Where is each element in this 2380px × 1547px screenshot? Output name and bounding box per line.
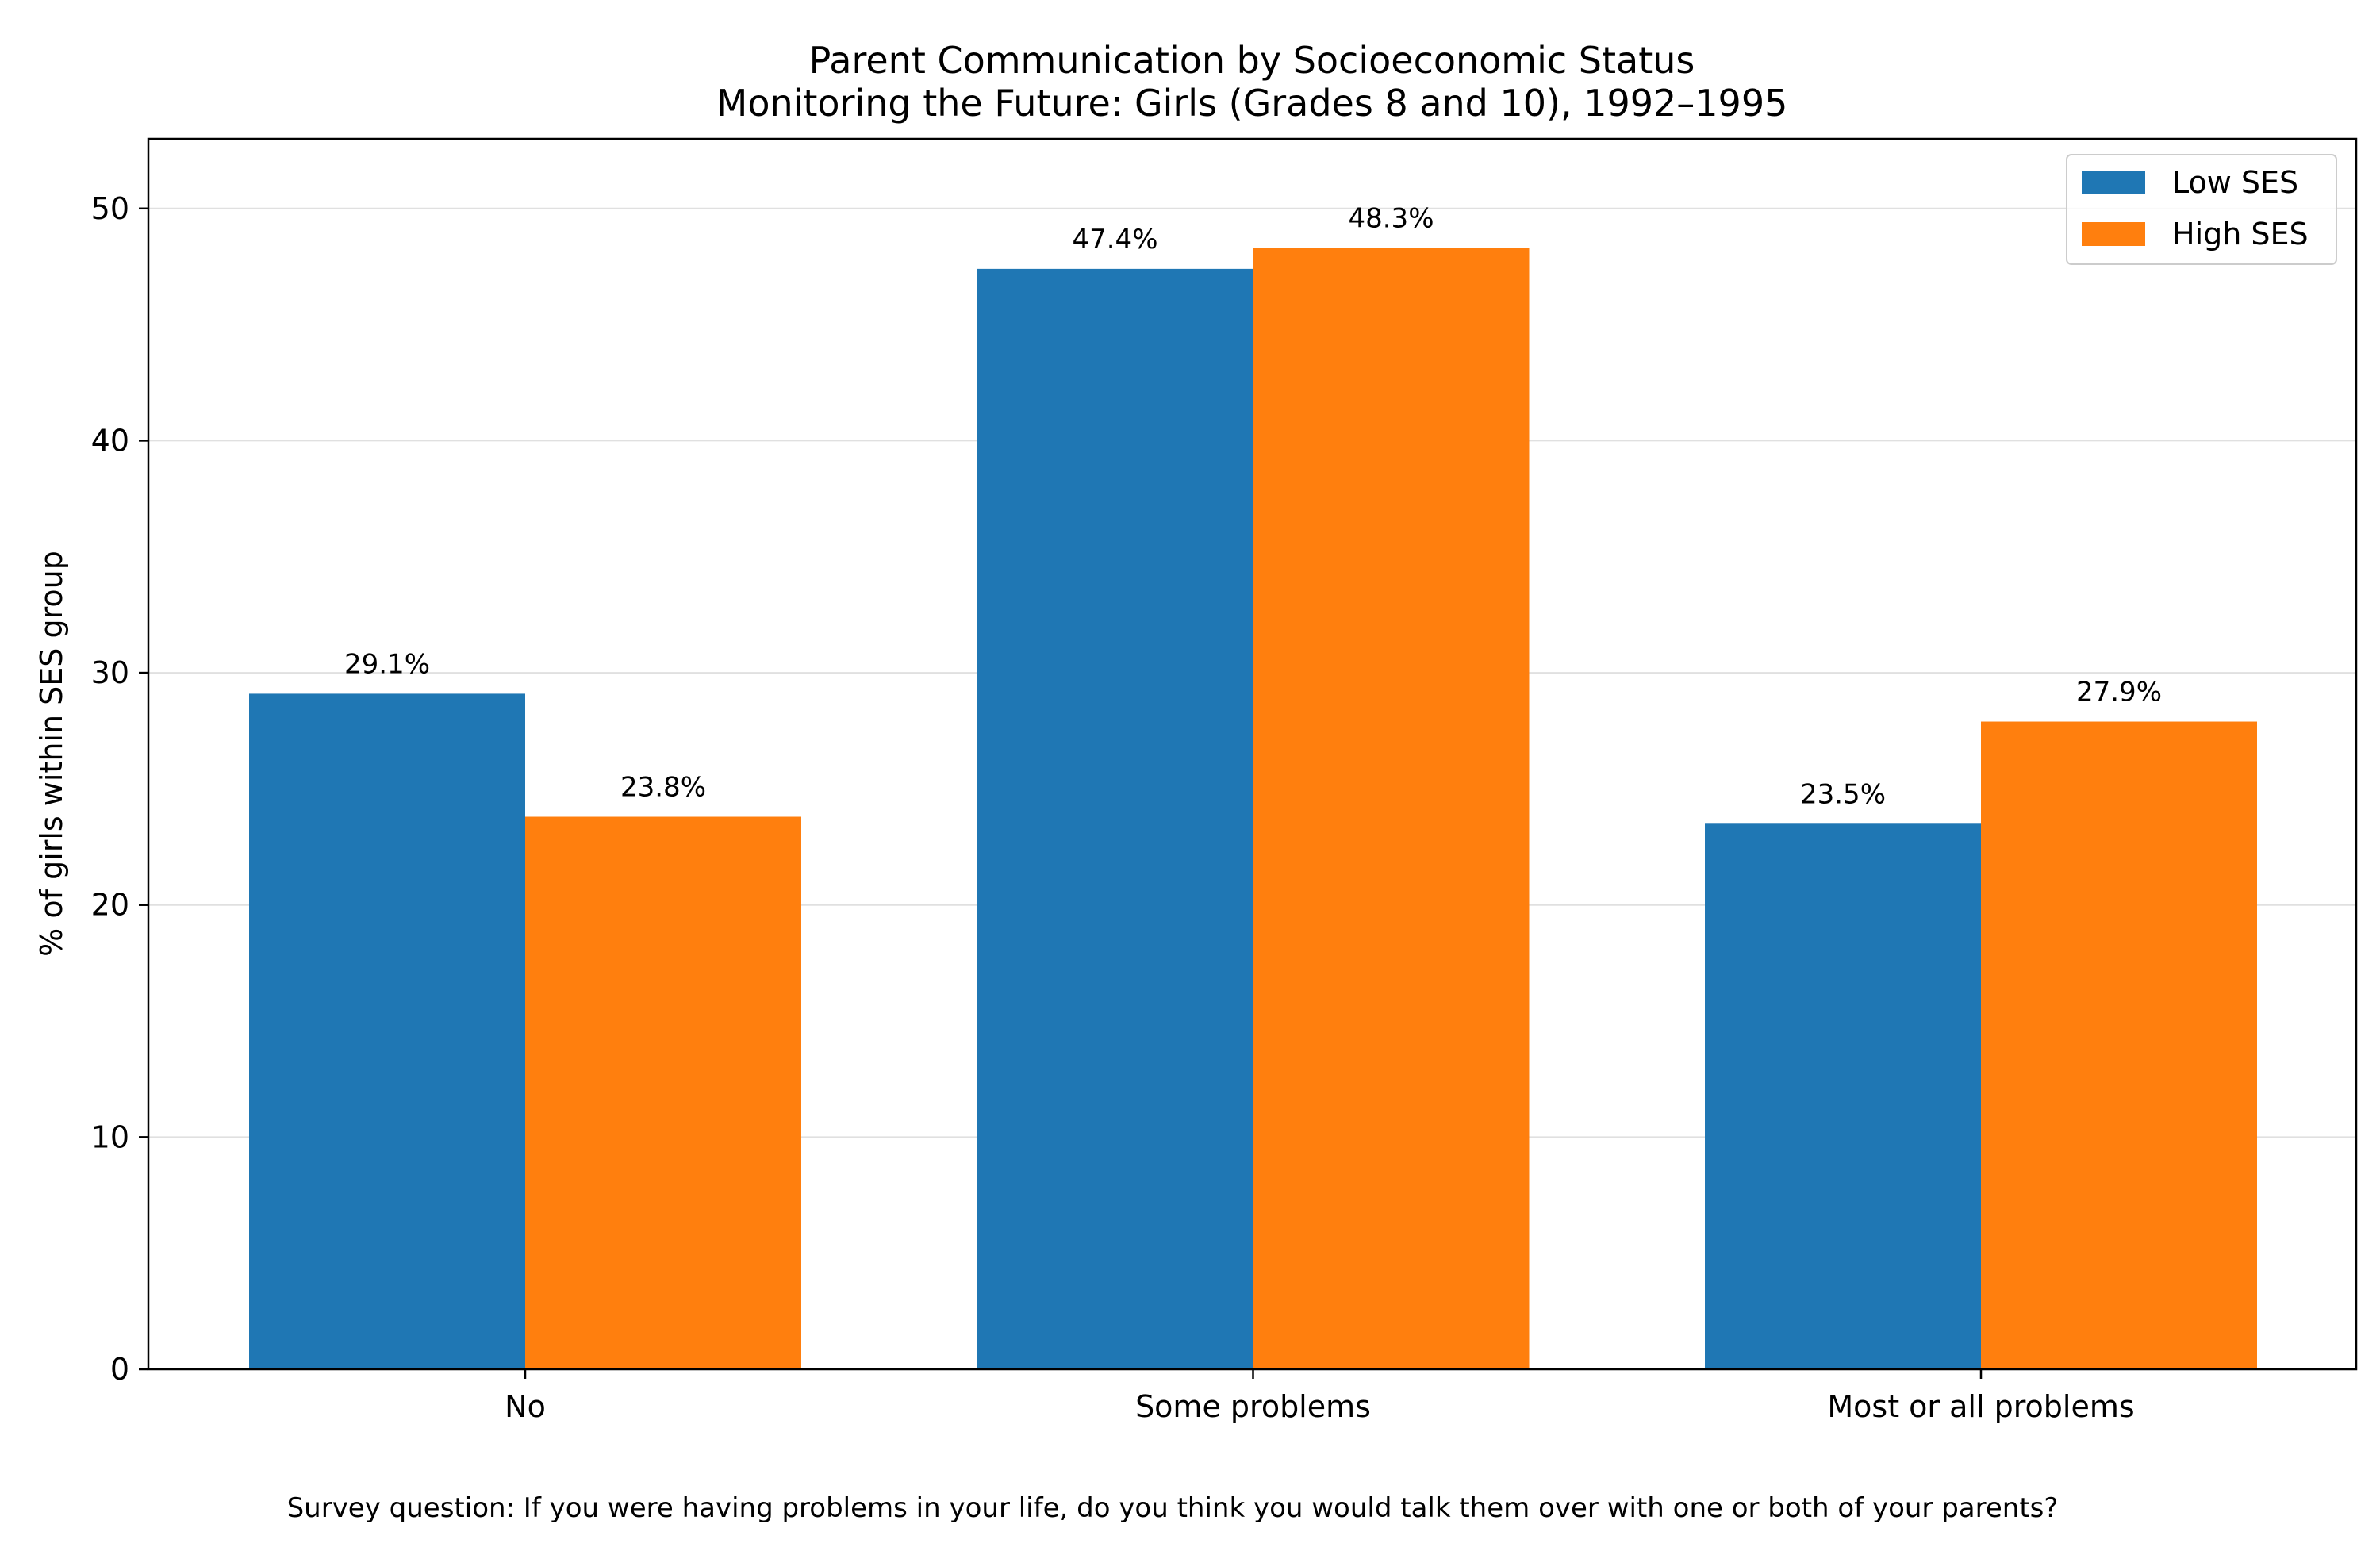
x-axis: No Some problems Most or all problems	[505, 1369, 2135, 1424]
bars	[249, 248, 2257, 1369]
bar-high-ses-some-problems	[1253, 248, 1530, 1369]
x-tick-label-some-problems: Some problems	[1135, 1389, 1371, 1424]
legend-label-low-ses: Low SES	[2172, 165, 2298, 200]
x-tick-label-most-or-all-problems: Most or all problems	[1827, 1389, 2134, 1424]
bar-high-ses-most-or-all-problems	[1981, 721, 2257, 1369]
data-label-high-ses-some-problems: 48.3%	[1348, 203, 1434, 235]
y-axis-label: % of girls within SES group	[34, 551, 69, 957]
y-tick-label-10: 10	[91, 1119, 129, 1154]
data-label-low-ses-some-problems: 47.4%	[1072, 224, 1157, 255]
footnote: Survey question: If you were having prob…	[287, 1492, 2059, 1524]
data-label-low-ses-no: 29.1%	[344, 648, 430, 680]
legend-swatch-low-ses	[2082, 171, 2145, 194]
chart-subtitle: Monitoring the Future: Girls (Grades 8 a…	[716, 82, 1788, 125]
y-tick-label-0: 0	[110, 1352, 129, 1387]
legend: Low SES High SES	[2066, 154, 2337, 265]
chart-title: Parent Communication by Socioeconomic St…	[809, 39, 1695, 82]
data-label-low-ses-most-or-all-problems: 23.5%	[1800, 778, 1886, 810]
bar-low-ses-some-problems	[977, 268, 1253, 1369]
legend-label-high-ses: High SES	[2172, 217, 2309, 251]
data-label-high-ses-no: 23.8%	[620, 772, 706, 804]
bar-low-ses-no	[249, 693, 525, 1369]
data-label-high-ses-most-or-all-problems: 27.9%	[2076, 677, 2162, 708]
data-labels: 29.1% 23.8% 47.4% 48.3% 23.5% 27.9%	[344, 203, 2162, 811]
y-axis: 0 10 20 30 40 50	[91, 191, 148, 1387]
y-tick-label-20: 20	[91, 888, 129, 923]
bar-high-ses-no	[525, 816, 801, 1369]
bar-low-ses-most-or-all-problems	[1705, 823, 1981, 1369]
legend-swatch-high-ses	[2082, 222, 2145, 246]
y-tick-label-50: 50	[91, 191, 129, 226]
x-tick-label-no: No	[505, 1389, 546, 1424]
y-tick-label-40: 40	[91, 423, 129, 458]
y-tick-label-30: 30	[91, 655, 129, 690]
